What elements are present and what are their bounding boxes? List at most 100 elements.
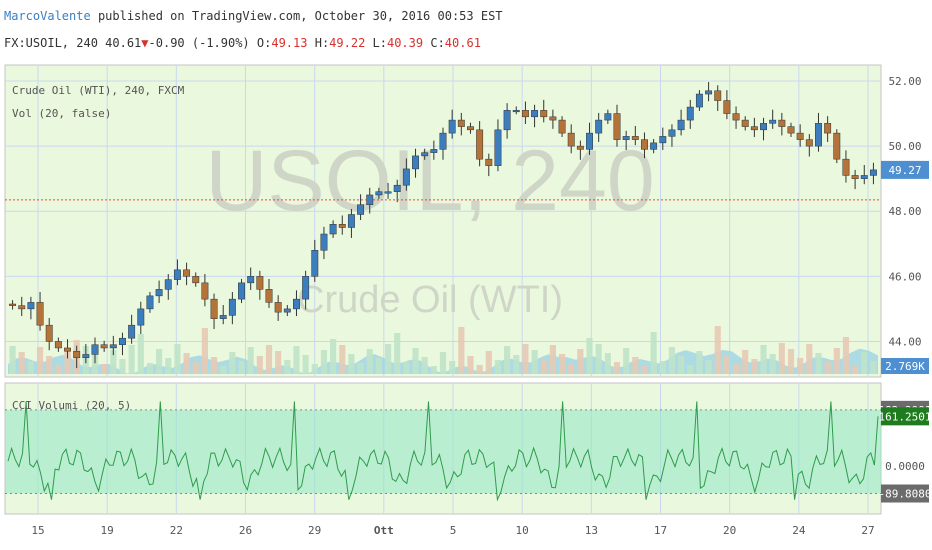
candle-body [119,337,126,345]
candle-body [796,132,804,140]
candle-body [192,276,200,284]
volume-bar [64,351,71,374]
candle-body [82,354,90,358]
candle-body [64,347,71,352]
candle-body [210,298,218,319]
volume-bar [870,361,877,374]
volume-bar [238,361,245,374]
high-value: 49.22 [329,36,366,50]
volume-bar [375,358,382,374]
volume-bar [247,347,254,374]
volume-bar [504,346,511,374]
y-tick-label: 44.00 [888,335,921,348]
volume-bar [742,350,749,374]
candle-body [760,123,767,131]
volume-bar [540,359,547,374]
volume-bar [18,352,25,374]
candle-body [256,276,264,290]
chart-area[interactable]: USOIL, 240 Crude Oil (WTI) Crude Oil (WT… [0,62,932,550]
candle-body [375,191,383,196]
author-link[interactable]: MarcoValente [4,9,91,23]
volume-bar [137,334,144,374]
candle-body [293,298,300,310]
volume-bar [687,365,694,374]
candle-body [485,158,493,166]
volume-bar [229,352,236,374]
volume-bar [549,345,556,374]
close-value: 40.61 [444,36,481,50]
y-tick-label: 50.00 [888,140,921,153]
volume-bar [467,356,474,374]
candle-body [128,324,136,339]
x-tick-label: 24 [792,524,806,537]
x-tick-label: 13 [585,524,598,537]
x-tick-label: 20 [723,524,736,537]
candle-body [27,302,35,310]
volume-bar [384,344,392,374]
y-tick-label: 52.00 [888,75,921,88]
volume-bar [119,359,126,374]
volume-bar [256,356,263,374]
candle-body [430,149,438,153]
volume-bar [91,355,99,374]
x-tick-label: 29 [308,524,321,537]
volume-bar [668,347,676,374]
cci-legend: CCI Volumi (20, 5) [12,399,131,412]
volume-bar [357,363,364,374]
candle-body [668,129,676,137]
candle-body [146,295,154,310]
x-tick-label: 17 [654,524,667,537]
volume-bar [403,362,410,374]
volume-bar [558,354,566,374]
open-value: 49.13 [271,36,308,50]
volume-bar [531,350,538,374]
volume-bar [787,349,795,374]
candle-body [686,106,694,121]
volume-bar [833,348,840,374]
volume-bar [156,349,163,374]
cci-zero-label: 0.0000 [885,460,925,473]
volume-bar [659,361,666,374]
candle-body [73,350,81,358]
candle-body [421,152,429,157]
volume-bar [732,364,740,374]
low-label: L: [372,36,387,50]
y-tick-label: 46.00 [888,270,921,283]
candle-body [238,282,245,300]
candle-body [659,136,667,144]
volume-bar [265,345,273,374]
volume-bar [348,354,355,374]
volume-bar [394,333,401,374]
candle-body [247,276,255,284]
candle-body [18,305,26,310]
volume-bar [9,346,16,374]
x-tick-label: 27 [861,524,874,537]
cci-current-badge [881,407,929,426]
volume-bar [412,348,419,374]
candle-body [503,110,511,131]
volume-bar [110,350,117,374]
candle-body [631,136,639,140]
candle-body [622,136,630,140]
volume-bar [101,364,108,374]
volume-bar [696,351,703,374]
candle-body [347,214,355,228]
candle-body [540,110,548,118]
volume-bar [842,337,850,374]
candle-body [36,302,44,326]
x-tick-label: 15 [31,524,44,537]
volume-bar [220,366,227,374]
candle-body [851,175,859,179]
publish-info: MarcoValente published on TradingView.co… [4,9,503,23]
cci-current-badge-text: 161.2501 [879,410,932,423]
candle-body [100,344,108,349]
cci-line [7,401,879,502]
candle-body [311,250,319,277]
volume-bar [320,350,328,374]
candle-body [787,126,795,134]
volume-bar [174,344,181,374]
candle-body [476,129,484,160]
volume-bar [284,360,291,374]
x-tick-label: 19 [101,524,114,537]
volume-bar [330,339,337,374]
